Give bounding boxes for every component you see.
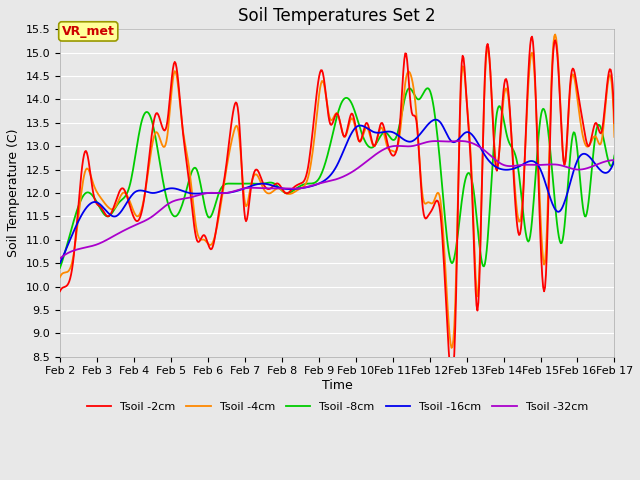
Tsoil -4cm xyxy=(474,287,482,292)
Tsoil -2cm xyxy=(56,288,64,294)
Tsoil -16cm xyxy=(432,117,440,122)
Tsoil -32cm xyxy=(457,138,465,144)
Tsoil -16cm xyxy=(307,183,315,189)
Tsoil -2cm xyxy=(426,210,434,216)
Tsoil -4cm xyxy=(426,200,434,206)
Tsoil -2cm xyxy=(307,144,315,150)
Line: Tsoil -4cm: Tsoil -4cm xyxy=(60,35,614,348)
Tsoil -2cm xyxy=(474,300,482,305)
Tsoil -4cm xyxy=(307,161,315,167)
Tsoil -16cm xyxy=(426,120,434,125)
Tsoil -2cm xyxy=(383,137,390,143)
Tsoil -2cm xyxy=(198,233,206,239)
Tsoil -4cm xyxy=(383,142,390,148)
Text: VR_met: VR_met xyxy=(62,25,115,38)
Tsoil -4cm xyxy=(551,32,559,37)
X-axis label: Time: Time xyxy=(322,379,353,392)
Tsoil -8cm xyxy=(383,130,390,136)
Tsoil -8cm xyxy=(56,265,64,271)
Tsoil -32cm xyxy=(426,139,434,144)
Line: Tsoil -16cm: Tsoil -16cm xyxy=(60,120,614,263)
Tsoil -4cm xyxy=(154,131,162,137)
Tsoil -8cm xyxy=(307,180,315,186)
Line: Tsoil -8cm: Tsoil -8cm xyxy=(60,88,614,268)
Line: Tsoil -2cm: Tsoil -2cm xyxy=(60,36,614,378)
Legend: Tsoil -2cm, Tsoil -4cm, Tsoil -8cm, Tsoil -16cm, Tsoil -32cm: Tsoil -2cm, Tsoil -4cm, Tsoil -8cm, Tsoi… xyxy=(82,398,592,417)
Tsoil -8cm xyxy=(611,153,618,158)
Tsoil -32cm xyxy=(198,191,206,197)
Tsoil -2cm xyxy=(447,375,455,381)
Tsoil -8cm xyxy=(428,92,435,97)
Tsoil -8cm xyxy=(474,232,482,238)
Tsoil -32cm xyxy=(56,255,64,261)
Tsoil -16cm xyxy=(611,157,618,163)
Tsoil -2cm xyxy=(154,111,162,117)
Tsoil -16cm xyxy=(383,129,390,134)
Y-axis label: Soil Temperature (C): Soil Temperature (C) xyxy=(7,129,20,257)
Tsoil -2cm xyxy=(528,34,536,39)
Tsoil -16cm xyxy=(154,189,162,195)
Line: Tsoil -32cm: Tsoil -32cm xyxy=(60,141,614,258)
Tsoil -8cm xyxy=(424,85,431,91)
Tsoil -32cm xyxy=(611,157,618,163)
Tsoil -2cm xyxy=(611,120,618,126)
Tsoil -32cm xyxy=(383,145,390,151)
Tsoil -16cm xyxy=(474,141,482,147)
Tsoil -32cm xyxy=(307,183,315,189)
Tsoil -16cm xyxy=(198,191,206,196)
Tsoil -16cm xyxy=(56,260,64,266)
Tsoil -4cm xyxy=(447,345,455,351)
Tsoil -8cm xyxy=(154,149,162,155)
Tsoil -4cm xyxy=(611,134,618,140)
Tsoil -4cm xyxy=(56,274,64,280)
Tsoil -4cm xyxy=(198,237,206,242)
Title: Soil Temperatures Set 2: Soil Temperatures Set 2 xyxy=(238,7,436,25)
Tsoil -32cm xyxy=(154,209,162,215)
Tsoil -8cm xyxy=(198,192,206,198)
Tsoil -32cm xyxy=(474,144,482,149)
